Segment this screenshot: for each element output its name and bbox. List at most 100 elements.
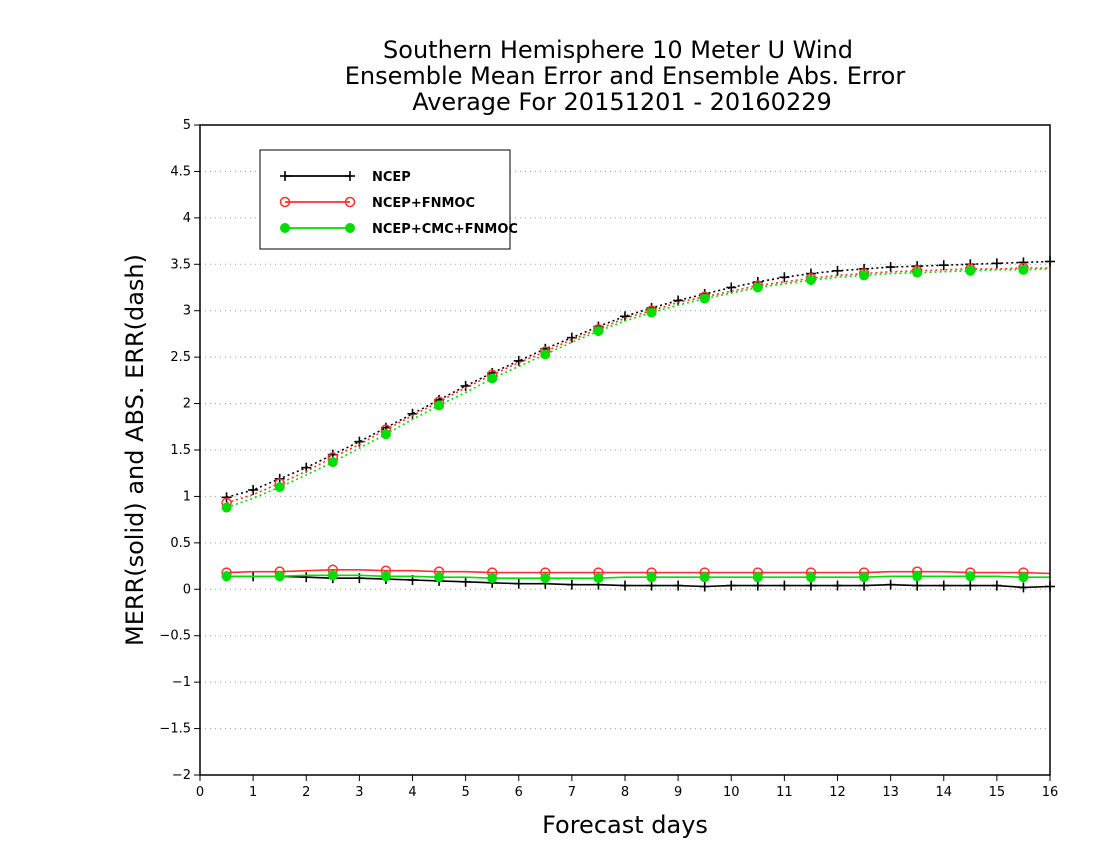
x-tick-label: 0 bbox=[196, 785, 204, 800]
data-point bbox=[380, 429, 391, 440]
data-point bbox=[646, 572, 657, 583]
data-point bbox=[487, 373, 498, 384]
data-point bbox=[327, 457, 338, 468]
data-point bbox=[1018, 582, 1029, 593]
series-ncep-cmc-fnmoc bbox=[221, 264, 1051, 584]
data-point bbox=[407, 408, 418, 419]
y-tick-label: −1 bbox=[172, 675, 191, 690]
data-point bbox=[221, 571, 232, 582]
data-point bbox=[279, 196, 291, 208]
data-point bbox=[885, 579, 896, 590]
y-tick-label: 3 bbox=[183, 304, 191, 319]
data-point bbox=[1018, 572, 1029, 583]
data-point bbox=[965, 580, 976, 591]
title-line-2: Ensemble Mean Error and Ensemble Abs. Er… bbox=[345, 62, 906, 90]
data-point bbox=[965, 265, 976, 276]
data-point bbox=[221, 502, 232, 513]
data-point bbox=[859, 572, 870, 583]
y-tick-label: 1 bbox=[183, 489, 191, 504]
data-point bbox=[327, 570, 338, 581]
data-point bbox=[221, 492, 232, 503]
title-line-3: Average For 20151201 - 20160229 bbox=[412, 88, 832, 116]
data-point bbox=[699, 293, 710, 304]
x-tick-label: 12 bbox=[829, 785, 846, 800]
y-tick-label: 1.5 bbox=[170, 443, 191, 458]
data-point bbox=[779, 272, 790, 283]
legend: NCEP NCEP+FNMOC NCEP+CMC+FNMOC bbox=[259, 149, 518, 250]
data-point bbox=[540, 349, 551, 360]
data-point bbox=[434, 572, 445, 583]
data-point bbox=[280, 171, 290, 181]
data-point bbox=[991, 258, 1002, 269]
y-tick-label: −1.5 bbox=[159, 722, 191, 737]
data-point bbox=[434, 400, 445, 411]
x-tick-label: 15 bbox=[989, 785, 1006, 800]
abs-err-line bbox=[226, 260, 1051, 499]
x-axis-label: Forecast days bbox=[542, 811, 708, 839]
data-point bbox=[345, 171, 355, 181]
data-point bbox=[620, 580, 630, 591]
x-tick-label: 8 bbox=[621, 785, 629, 800]
y-tick-label: 4 bbox=[183, 211, 191, 226]
data-point bbox=[673, 295, 684, 306]
x-tick-label: 6 bbox=[515, 785, 523, 800]
abs-err-line bbox=[226, 268, 1051, 509]
y-tick-label: 5 bbox=[183, 118, 191, 133]
y-tick-label: 4.5 bbox=[170, 164, 191, 179]
x-tick-label: 5 bbox=[461, 785, 469, 800]
data-point bbox=[912, 571, 923, 582]
legend-item: NCEP+FNMOC bbox=[279, 196, 475, 211]
data-point bbox=[248, 484, 259, 495]
data-point bbox=[938, 260, 949, 271]
x-tick-label: 14 bbox=[935, 785, 952, 800]
y-axis-label: MERR(solid) and ABS. ERR(dash) bbox=[121, 254, 149, 646]
data-point bbox=[1018, 264, 1029, 275]
data-point bbox=[460, 380, 471, 391]
x-tick-label: 11 bbox=[776, 785, 793, 800]
y-tick-label: 3.5 bbox=[170, 257, 191, 272]
data-point bbox=[274, 482, 285, 493]
data-point bbox=[513, 578, 524, 589]
y-tick-label: −2 bbox=[172, 768, 191, 783]
data-point bbox=[885, 262, 896, 273]
x-tick-label: 4 bbox=[408, 785, 416, 800]
x-tick-label: 7 bbox=[568, 785, 576, 800]
series-ncep bbox=[221, 256, 1055, 593]
data-point bbox=[699, 572, 710, 583]
data-point bbox=[726, 282, 737, 293]
data-point bbox=[566, 579, 577, 590]
title-line-1: Southern Hemisphere 10 Meter U Wind bbox=[383, 36, 853, 64]
data-point bbox=[301, 572, 312, 583]
x-tick-label: 9 bbox=[674, 785, 682, 800]
y-tick-label: 2 bbox=[183, 397, 191, 412]
y-tick-label: 2.5 bbox=[170, 350, 191, 365]
data-point bbox=[991, 580, 1002, 591]
legend-label: NCEP+FNMOC bbox=[372, 196, 475, 211]
data-point bbox=[620, 311, 630, 322]
legend-item: NCEP+CMC+FNMOC bbox=[280, 222, 518, 237]
data-point bbox=[965, 571, 976, 582]
data-point bbox=[380, 571, 391, 582]
abs-err-line bbox=[226, 267, 1050, 504]
data-point bbox=[673, 580, 684, 591]
data-point bbox=[344, 196, 356, 208]
data-point bbox=[345, 223, 355, 233]
legend-item: NCEP bbox=[280, 170, 411, 185]
data-point bbox=[726, 580, 737, 591]
data-point bbox=[832, 580, 843, 591]
data-point bbox=[646, 580, 657, 591]
data-point bbox=[752, 572, 763, 583]
data-point bbox=[805, 572, 816, 583]
x-tick-label: 3 bbox=[355, 785, 363, 800]
data-point bbox=[280, 223, 290, 233]
data-point bbox=[859, 270, 870, 281]
data-point bbox=[912, 580, 923, 591]
x-axis: 0 1 2 3 4 5 6 7 8 9 10 11 12 13 14 15 16 bbox=[196, 775, 1058, 800]
data-point bbox=[699, 581, 710, 592]
data-point bbox=[752, 282, 763, 293]
series-layer bbox=[221, 256, 1055, 593]
x-tick-label: 1 bbox=[249, 785, 257, 800]
x-tick-label: 2 bbox=[302, 785, 310, 800]
data-point bbox=[593, 573, 604, 584]
